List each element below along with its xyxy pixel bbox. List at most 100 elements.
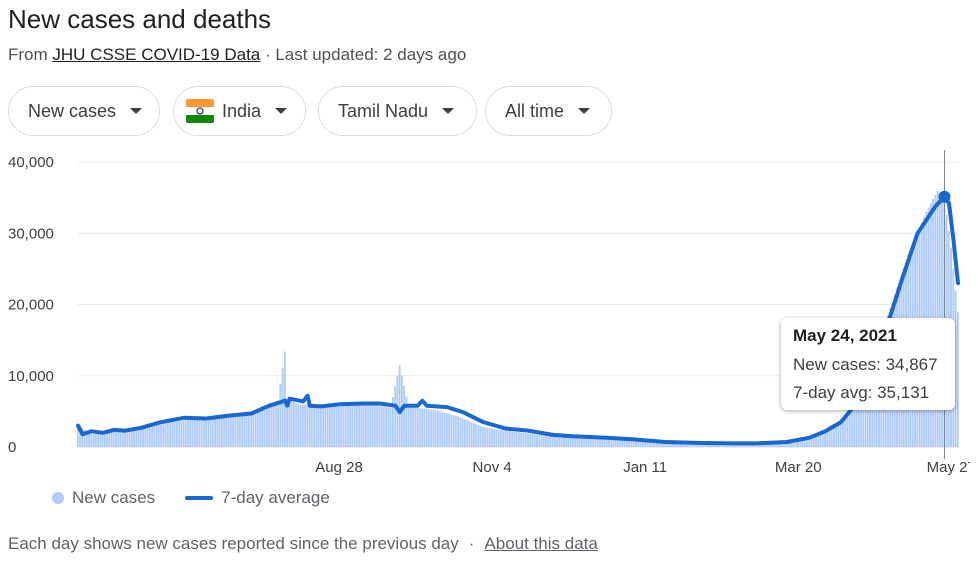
case-bar	[189, 419, 192, 447]
case-bar	[704, 443, 707, 447]
case-bar	[376, 405, 379, 447]
avg-legend-label: 7-day average	[221, 488, 330, 507]
case-bar	[342, 404, 345, 447]
case-bar	[475, 424, 478, 447]
case-bar	[781, 442, 784, 447]
case-bar	[452, 415, 455, 447]
country-dropdown[interactable]: India	[173, 86, 306, 136]
case-bar	[698, 443, 700, 447]
case-bar	[454, 415, 457, 447]
case-bar	[94, 433, 97, 447]
case-bar	[644, 441, 646, 447]
case-bar	[668, 442, 671, 447]
case-bar	[545, 435, 547, 447]
case-bar	[385, 406, 388, 447]
case-bar	[99, 433, 102, 447]
case-bar	[135, 429, 138, 447]
case-bar	[466, 420, 469, 447]
region-dropdown-label: Tamil Nadu	[338, 100, 429, 121]
case-bar	[184, 419, 187, 447]
case-bar	[828, 429, 831, 447]
source-link[interactable]: JHU CSSE COVID-19 Data	[52, 45, 261, 64]
case-bar	[846, 414, 849, 447]
case-bar	[103, 432, 106, 447]
case-bar	[223, 414, 226, 447]
case-bar	[144, 428, 147, 447]
about-data-link[interactable]: About this data	[484, 534, 598, 553]
case-bar	[470, 422, 473, 447]
case-bar	[121, 430, 124, 447]
case-bar	[547, 435, 550, 447]
case-bar	[619, 439, 622, 447]
case-bar	[133, 429, 135, 447]
case-bar	[954, 290, 957, 447]
case-bar	[256, 410, 259, 447]
case-bar	[407, 407, 410, 447]
case-bar	[110, 431, 113, 447]
case-bar	[317, 404, 320, 447]
case-bar	[391, 397, 394, 447]
x-tick-label: Jan 11	[623, 459, 667, 476]
case-bar	[461, 418, 464, 447]
case-bar	[297, 404, 300, 447]
case-bar	[319, 404, 322, 447]
chart-tooltip: May 24, 2021 New cases: 34,867 7-day avg…	[781, 318, 955, 410]
case-bar	[124, 430, 126, 447]
case-bar	[684, 443, 687, 447]
case-bar	[169, 422, 172, 447]
case-bar	[250, 413, 253, 447]
case-bar	[202, 417, 205, 447]
region-dropdown[interactable]: Tamil Nadu	[318, 86, 477, 136]
chevron-down-icon	[130, 108, 143, 114]
case-bar	[178, 420, 181, 447]
cases-chart[interactable]: 0 10,000 20,000 30,000 40,000 Aug 28 Nov 4 Jan …	[0, 150, 970, 480]
case-bar	[533, 434, 536, 447]
case-bar	[148, 427, 151, 447]
source-prefix: From	[8, 45, 48, 64]
case-bar	[821, 434, 824, 447]
case-bar	[353, 404, 356, 447]
case-bar	[380, 406, 383, 447]
case-bar	[175, 421, 178, 447]
case-bar	[857, 392, 860, 447]
case-bar	[79, 427, 81, 447]
metric-dropdown[interactable]: New cases	[8, 86, 160, 136]
cases-legend-label: New cases	[72, 488, 156, 507]
case-bar	[191, 418, 194, 447]
case-bar	[481, 427, 484, 447]
case-bar	[229, 414, 232, 447]
case-bar	[817, 435, 820, 447]
case-bar	[686, 443, 689, 447]
case-bar	[290, 400, 293, 447]
case-bar	[425, 409, 428, 447]
case-bar	[623, 440, 626, 447]
case-bar	[106, 432, 108, 447]
case-bar	[675, 442, 678, 447]
case-bar	[779, 442, 781, 447]
case-bar	[97, 433, 99, 447]
case-bar	[358, 404, 361, 447]
case-bar	[137, 429, 140, 447]
case-bar	[445, 413, 448, 447]
case-bar	[713, 443, 716, 447]
chevron-down-icon	[275, 108, 288, 114]
case-bar	[484, 427, 487, 447]
case-bar	[549, 435, 552, 447]
case-bar	[205, 416, 208, 447]
case-bar	[245, 414, 248, 447]
case-bar	[700, 443, 703, 447]
case-bar	[770, 442, 772, 447]
case-bar	[364, 405, 367, 447]
case-bar	[608, 439, 610, 447]
case-bar	[459, 417, 462, 447]
case-bar	[263, 406, 266, 447]
case-bar	[844, 418, 847, 447]
case-bar	[472, 423, 475, 447]
case-bar	[655, 442, 658, 447]
case-bar	[540, 435, 543, 447]
case-bar	[241, 414, 244, 447]
case-bar	[412, 407, 415, 447]
period-dropdown[interactable]: All time	[485, 86, 612, 136]
case-bar	[808, 438, 811, 447]
chart-legend: New cases 7-day average	[52, 488, 330, 508]
